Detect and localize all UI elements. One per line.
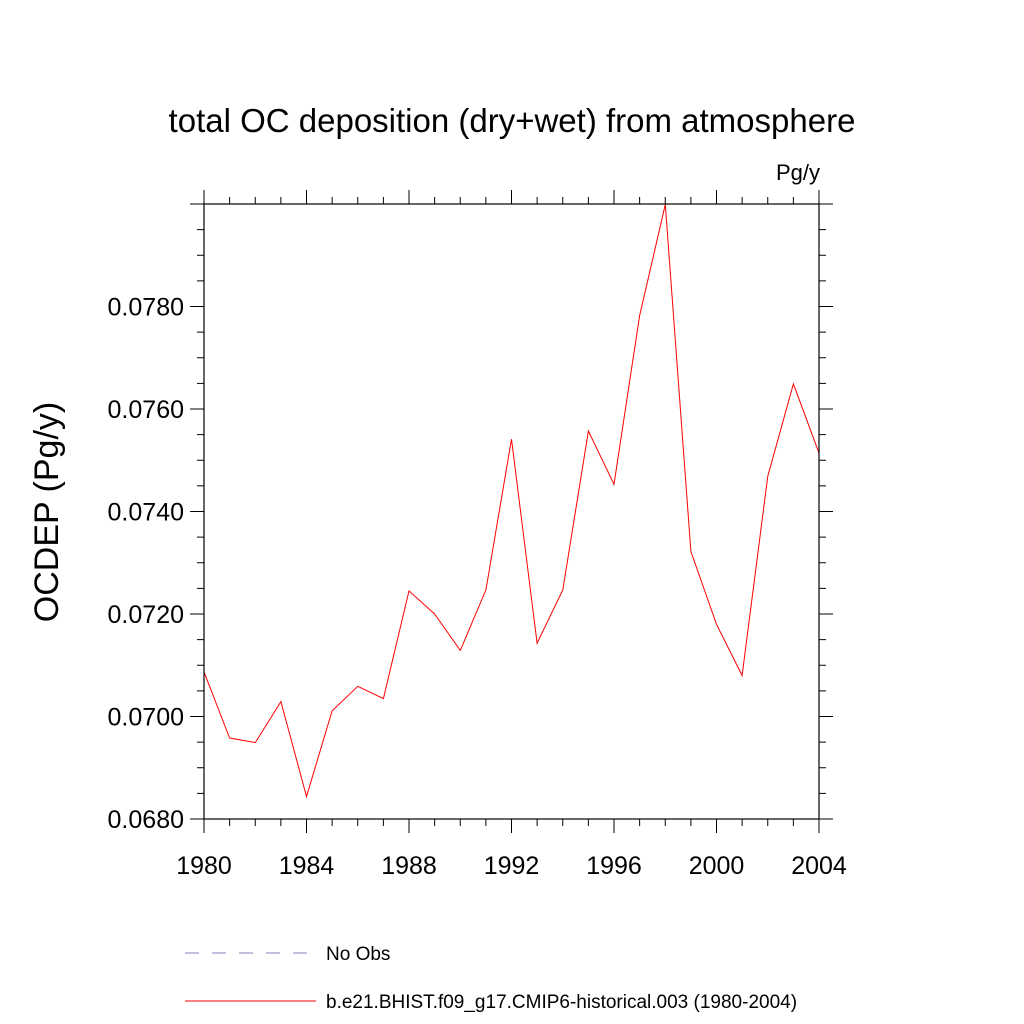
y-tick-label: 0.0740 — [108, 499, 184, 527]
chart-title: total OC deposition (dry+wet) from atmos… — [169, 102, 856, 139]
y-tick-label: 0.0780 — [108, 294, 184, 322]
plot-series — [203, 204, 820, 799]
y-tick-label: 0.0760 — [108, 396, 184, 424]
x-tick-label: 1980 — [176, 852, 232, 880]
x-tick-label: 2000 — [689, 852, 745, 880]
y-tick-label: 0.0700 — [108, 704, 184, 732]
y-tick-label: 0.0720 — [108, 601, 184, 629]
legend-label-no-obs: No Obs — [326, 944, 390, 965]
legend-label-model: b.e21.BHIST.f09_g17.CMIP6-historical.003… — [326, 992, 797, 1013]
units-label: Pg/y — [776, 160, 820, 185]
x-tick-label: 1992 — [484, 852, 540, 880]
x-tick-label: 1996 — [586, 852, 642, 880]
axis-ticks — [190, 190, 833, 833]
x-tick-label: 1984 — [279, 852, 335, 880]
tick-labels: 1980 1984 1988 1992 1996 2000 2004 0.0680 0.0700… — [108, 294, 847, 881]
series-line-model — [203, 204, 820, 799]
x-tick-label: 1988 — [381, 852, 437, 880]
legend: No Obs b.e21.BHIST.f09_g17.CMIP6-histori… — [185, 944, 797, 1013]
y-tick-label: 0.0680 — [108, 806, 184, 834]
x-tick-label: 2004 — [791, 852, 847, 880]
plot-frame — [203, 203, 820, 820]
y-axis-label: OCDEP (Pg/y) — [28, 402, 66, 622]
